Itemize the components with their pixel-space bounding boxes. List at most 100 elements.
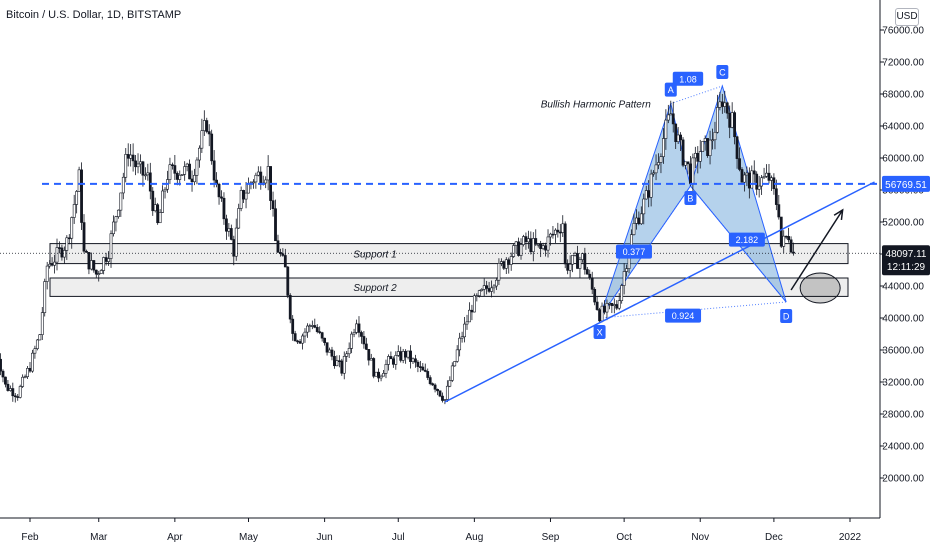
candle-body: [571, 255, 574, 265]
candle-body: [239, 190, 243, 209]
candle-body: [514, 241, 518, 246]
pattern-point-b-label: B: [687, 194, 693, 204]
ratio-badge: [665, 308, 702, 323]
candle-body: [43, 281, 47, 313]
candle-body: [556, 229, 560, 233]
candle-body: [288, 294, 292, 320]
candle-body: [598, 309, 601, 322]
candle-body: [617, 300, 621, 309]
candle-body: [77, 169, 81, 192]
candle-body: [303, 331, 307, 337]
last-price-label: 48097.11: [886, 249, 927, 260]
candle-body: [188, 163, 191, 180]
candle-body: [391, 358, 395, 365]
candle-body: [126, 154, 130, 159]
candle-body: [681, 139, 685, 166]
candle-body: [544, 245, 547, 251]
candle-body: [767, 172, 771, 181]
candle-body: [652, 172, 655, 175]
candle-body: [377, 371, 381, 379]
candle-body: [509, 256, 513, 265]
candle-body: [553, 229, 557, 235]
price-axis[interactable]: 76000.00 72000.00 68000.00 64000.00 60000.00…: [879, 0, 930, 518]
candle-body: [684, 161, 687, 166]
candle-body: [696, 152, 700, 162]
candle-body: [622, 271, 626, 286]
candle-body: [465, 321, 469, 325]
candle-body: [453, 361, 457, 367]
price-tick-label: 68000.00: [882, 90, 924, 101]
candle-body: [539, 243, 543, 249]
candle-body: [632, 223, 636, 235]
candle-body: [369, 358, 373, 361]
candle-body: [232, 239, 236, 257]
candle-body: [470, 309, 474, 313]
candle-body: [62, 250, 66, 258]
support-zones: Support 1 Support 2: [49, 243, 849, 297]
candle-body: [320, 332, 324, 339]
candle-body: [519, 244, 523, 256]
candle-body: [573, 253, 577, 256]
candle-body: [448, 380, 452, 387]
projection-arrow-head: [833, 208, 844, 221]
candle-body: [333, 356, 336, 367]
candle-body: [40, 312, 44, 335]
candle-body: [765, 172, 768, 177]
candle-body: [495, 279, 498, 287]
candle-body: [266, 166, 270, 181]
candle-body: [119, 192, 123, 211]
price-tick-label: 24000.00: [882, 442, 924, 453]
currency-button[interactable]: USD: [895, 8, 919, 26]
candle-body: [345, 353, 349, 357]
candle-body: [433, 384, 437, 390]
candle-body: [686, 161, 690, 165]
candle-body: [644, 190, 648, 200]
pattern-name: Bullish Harmonic Pattern: [541, 100, 651, 111]
trendline: [444, 181, 875, 403]
candle-body: [558, 231, 562, 234]
candle-body: [340, 360, 344, 374]
candle-body: [23, 376, 27, 378]
candle-body: [143, 174, 147, 177]
time-tick-label: Nov: [691, 532, 709, 543]
time-tick-label: Sep: [542, 532, 560, 543]
candle-body: [237, 208, 241, 229]
time-tick-label: Jun: [317, 532, 333, 543]
candle-body: [271, 200, 275, 209]
candle-body: [31, 352, 34, 372]
candle-body: [595, 301, 599, 310]
candle-body: [158, 212, 162, 224]
candle-body: [38, 334, 42, 341]
candle-body: [472, 295, 476, 313]
candle-body: [585, 269, 589, 275]
candle-body: [468, 309, 471, 323]
candle-body: [455, 349, 459, 362]
candle-body: [352, 332, 356, 335]
candle-body: [82, 222, 86, 252]
candle-body: [730, 112, 734, 128]
support-zone-label: Support 1: [353, 250, 396, 261]
candle-body: [85, 250, 88, 253]
candle-body: [605, 303, 609, 313]
candle-body: [423, 369, 427, 372]
candle-body: [561, 223, 565, 233]
time-axis[interactable]: Feb Mar Apr May Jun Jul Aug Sep Oct Nov Dec 2022: [0, 517, 880, 543]
candle-body: [202, 120, 206, 131]
candle-body: [99, 270, 103, 274]
candle-body: [217, 183, 221, 198]
candle-body: [129, 154, 133, 159]
time-tick-label: Oct: [616, 532, 632, 543]
price-tick-label: 44000.00: [882, 282, 924, 293]
candle-body: [691, 157, 695, 184]
candle-body: [735, 136, 739, 159]
candle-body: [350, 333, 354, 349]
candle-body: [227, 228, 231, 232]
price-tick-label: 32000.00: [882, 378, 924, 389]
candle-body: [723, 102, 727, 107]
candle-body: [708, 139, 712, 157]
candle-body: [114, 216, 118, 223]
candle-body: [4, 376, 7, 385]
candle-body: [315, 327, 319, 332]
candle-body: [45, 265, 49, 282]
